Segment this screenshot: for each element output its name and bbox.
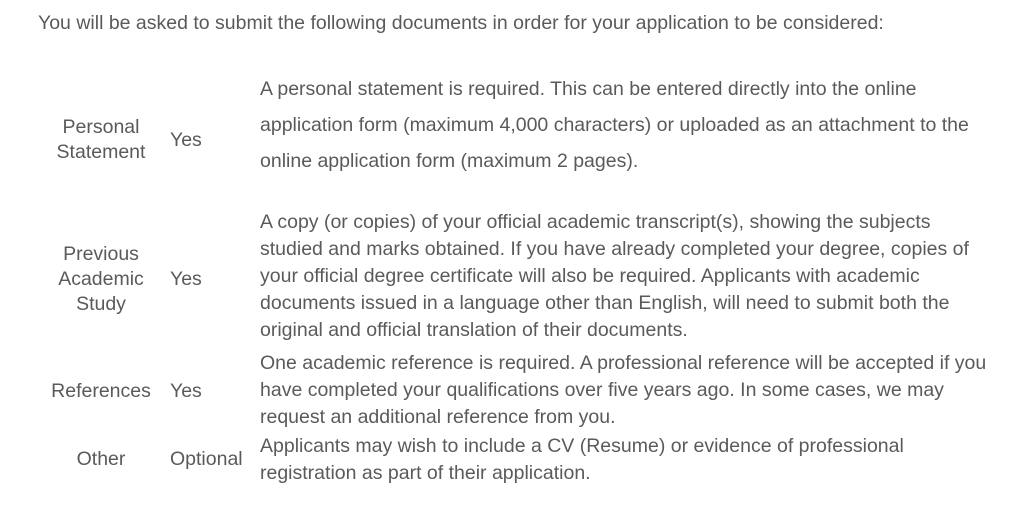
row-description: A copy (or copies) of your official acad… <box>254 209 994 350</box>
intro-text: You will be asked to submit the followin… <box>38 10 994 37</box>
row-required: Yes <box>168 350 254 433</box>
row-required: Yes <box>168 71 254 209</box>
row-required: Optional <box>168 433 254 487</box>
row-required: Yes <box>168 209 254 350</box>
table-row: Other Optional Applicants may wish to in… <box>38 433 994 487</box>
requirements-table: Personal Statement Yes A personal statem… <box>38 71 994 486</box>
row-label: Other <box>38 433 168 487</box>
document-container: You will be asked to submit the followin… <box>0 0 1024 497</box>
row-description: A personal statement is required. This c… <box>254 71 994 209</box>
row-description: Applicants may wish to include a CV (Res… <box>254 433 994 487</box>
table-row: Previous Academic Study Yes A copy (or c… <box>38 209 994 350</box>
row-label: Previous Academic Study <box>38 209 168 350</box>
row-label: Personal Statement <box>38 71 168 209</box>
table-row: References Yes One academic reference is… <box>38 350 994 433</box>
table-row: Personal Statement Yes A personal statem… <box>38 71 994 209</box>
row-label: References <box>38 350 168 433</box>
row-description: One academic reference is required. A pr… <box>254 350 994 433</box>
